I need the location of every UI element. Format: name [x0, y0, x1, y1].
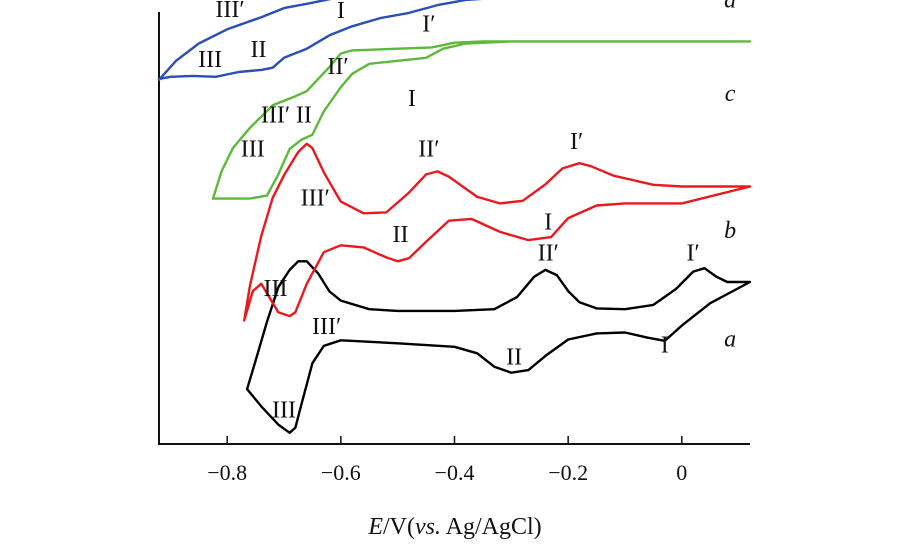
- peak-annotations: I′II′III′IIIIIIaI′II′III′IIIIIIbI′II′III…: [198, 0, 737, 424]
- peak-label-c: II: [296, 103, 312, 129]
- peak-label-c: I: [408, 86, 416, 112]
- peak-label-d: II: [250, 37, 266, 63]
- peak-label-c: III′: [261, 103, 290, 129]
- cv-curve-d: [157, 0, 483, 81]
- peak-label-b: II′: [418, 137, 439, 163]
- peak-label-a: III: [272, 398, 296, 424]
- curve-label-a: a: [724, 326, 736, 352]
- x-tick-label: −0.2: [548, 460, 588, 485]
- peak-label-b: III: [264, 276, 288, 302]
- peak-label-a: II: [506, 345, 522, 371]
- curve-label-b: b: [724, 218, 736, 244]
- x-axis-title-rest1: /V(: [383, 514, 415, 540]
- x-axis-title-rest2: Ag/AgCl): [441, 514, 542, 540]
- x-axis-title-var: E: [367, 514, 383, 540]
- peak-label-b: III′: [301, 186, 330, 212]
- curve-label-c: c: [725, 81, 736, 107]
- peak-label-a: III′: [312, 314, 341, 340]
- peak-label-a: I′: [687, 240, 700, 266]
- curve-label-d: d: [724, 0, 737, 13]
- peak-label-a: II′: [538, 240, 559, 266]
- peak-label-d: II′: [282, 0, 303, 2]
- peak-label-a: I: [661, 332, 669, 358]
- x-axis-title-italic: vs.: [415, 514, 441, 540]
- x-tick-label: −0.8: [207, 460, 247, 485]
- x-tick-label: −0.4: [435, 460, 475, 485]
- x-axis-title: E/V(vs. Ag/AgCl): [367, 514, 541, 540]
- peak-label-c: II′: [327, 54, 348, 80]
- peak-label-d: III′: [215, 0, 244, 23]
- peak-label-b: I: [544, 210, 552, 236]
- peak-label-c: III: [241, 136, 265, 162]
- peak-label-b: II: [393, 222, 409, 248]
- x-ticks: −0.8 −0.6 −0.4 −0.2 0: [207, 436, 687, 485]
- cv-curve-a: [245, 260, 752, 434]
- peak-label-c: I′: [422, 11, 435, 37]
- cv-curve-c: [211, 40, 752, 200]
- x-tick-label: 0: [676, 460, 687, 485]
- x-tick-label: −0.6: [321, 460, 361, 485]
- peak-label-b: I′: [570, 129, 583, 155]
- peak-label-d: I: [337, 0, 345, 24]
- peak-label-d: III: [198, 47, 222, 73]
- cv-curve-b: [243, 142, 752, 322]
- curves: [157, 0, 752, 434]
